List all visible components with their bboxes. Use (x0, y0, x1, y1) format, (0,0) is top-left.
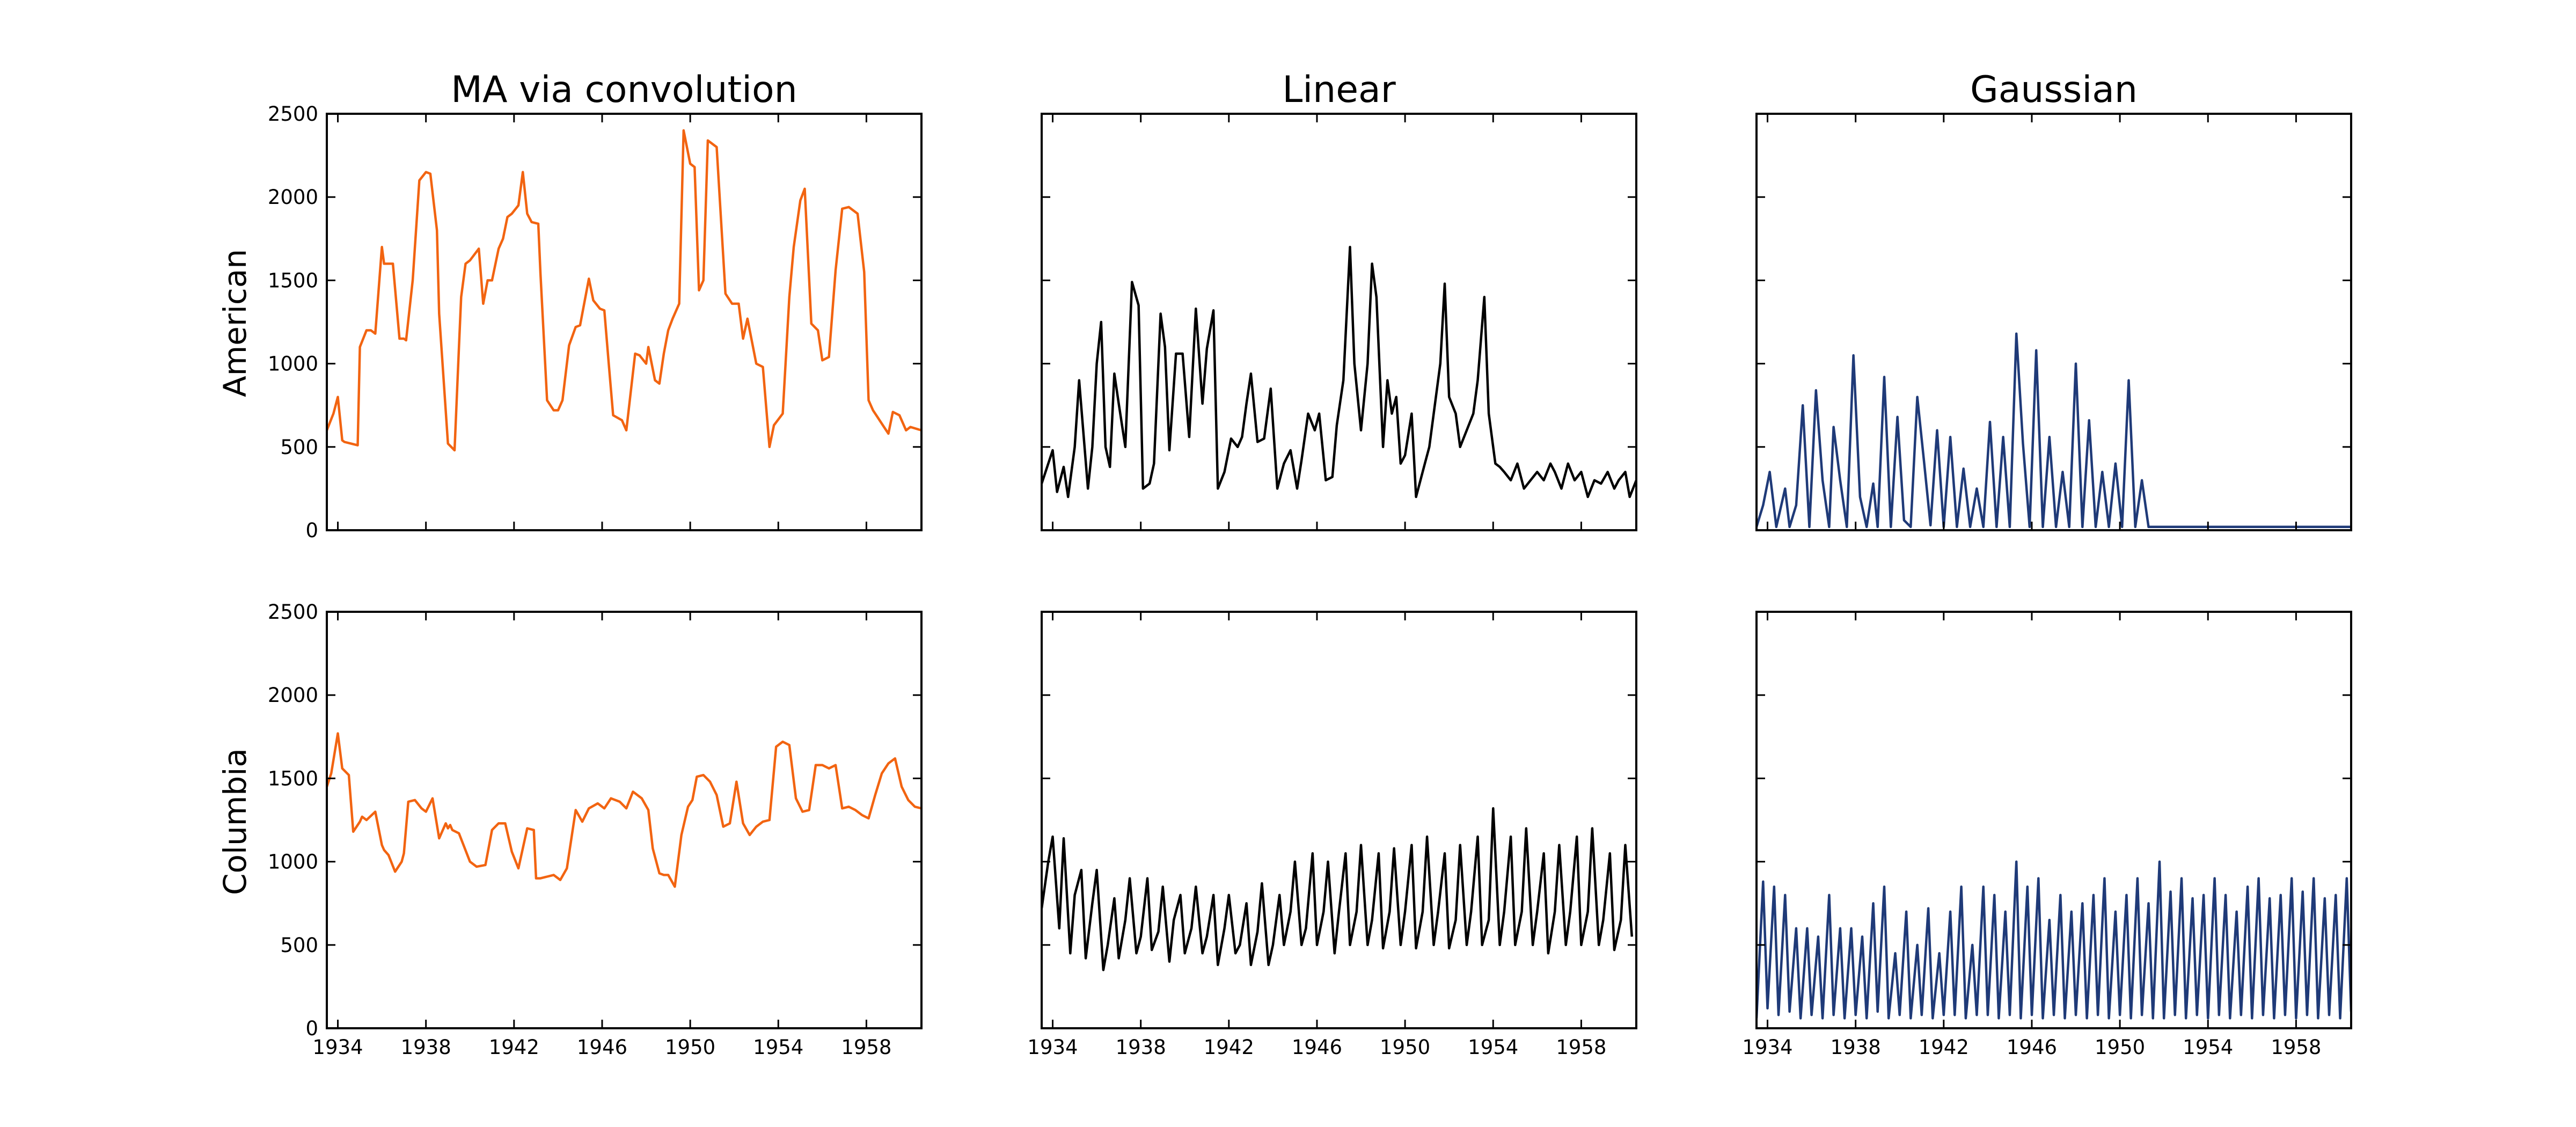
series-line (327, 732, 921, 888)
x-tick-label: 1942 (489, 1036, 539, 1059)
y-tick-label: 500 (280, 934, 318, 957)
axes-frame (1755, 113, 2352, 531)
y-tick-label: 2000 (268, 684, 318, 707)
y-tick-label: 500 (280, 436, 318, 459)
x-tick-label: 1934 (1027, 1036, 1078, 1059)
x-tick-label: 1950 (1380, 1036, 1430, 1059)
axes-frame (326, 611, 923, 1029)
axes-frame (1041, 113, 1637, 531)
x-tick-label: 1946 (1292, 1036, 1342, 1059)
x-tick-label: 1958 (841, 1036, 891, 1059)
axes-frame (1041, 611, 1637, 1029)
panel-columbia-ma-via-convolution: 0 500 1000 1500 2000 2500 1934 1938 1942 1946 1950… (268, 601, 923, 1059)
series-line (327, 129, 921, 452)
y-tick-label: 2500 (268, 103, 318, 126)
x-tick-label: 1954 (753, 1036, 803, 1059)
panel-american-gaussian (1755, 113, 2352, 531)
y-tick-label: 1500 (268, 767, 318, 790)
x-tick-label: 1934 (1742, 1036, 1792, 1059)
y-tick-label: 1000 (268, 851, 318, 874)
series-line (1757, 332, 2351, 529)
x-tick-label: 1950 (2095, 1036, 2145, 1059)
panel-american-ma-via-convolution: 0 500 1000 1500 2000 2500 (268, 103, 923, 542)
y-tick-label: 1000 (268, 353, 318, 376)
x-tick-label: 1950 (665, 1036, 715, 1059)
x-tick-label: 1946 (577, 1036, 627, 1059)
column-titles: MA via convolution Linear Gaussian (451, 69, 2138, 111)
y-tick-label: 2000 (268, 186, 318, 209)
y-tick-label: 0 (305, 519, 318, 542)
series-line (1757, 860, 2351, 1020)
x-tick-label: 1938 (1831, 1036, 1881, 1059)
x-tick-label: 1942 (1919, 1036, 1969, 1059)
column-title-linear: Linear (1282, 69, 1395, 111)
x-tick-label: 1938 (1116, 1036, 1166, 1059)
y-tick-label: 1500 (268, 269, 318, 292)
axes-frame (1755, 611, 2352, 1029)
panel-american-linear (1041, 113, 1637, 531)
subplot-grid: 0 500 1000 1500 2000 2500 0 500 1000 1500 2000 2500… (268, 103, 2352, 1059)
row-label-columbia: Columbia (217, 748, 253, 895)
y-tick-label: 2500 (268, 601, 318, 624)
y-tick-label: 0 (305, 1017, 318, 1040)
x-tick-label: 1942 (1204, 1036, 1254, 1059)
x-tick-label: 1934 (312, 1036, 363, 1059)
row-label-american: American (217, 249, 253, 397)
series-line (1042, 246, 1636, 499)
x-tick-label: 1946 (2007, 1036, 2057, 1059)
x-tick-label: 1938 (401, 1036, 451, 1059)
axes-frame (326, 113, 923, 531)
x-tick-label: 1954 (1468, 1036, 1518, 1059)
x-tick-label: 1958 (1556, 1036, 1606, 1059)
row-labels: American Columbia (217, 249, 253, 895)
panel-columbia-linear: 1934 1938 1942 1946 1950 1954 1958 (1027, 611, 1637, 1059)
series-line (1042, 807, 1634, 971)
x-tick-label: 1954 (2183, 1036, 2233, 1059)
column-title-gaussian: Gaussian (1970, 69, 2138, 111)
x-tick-label: 1958 (2271, 1036, 2321, 1059)
panel-columbia-gaussian: 1934 1938 1942 1946 1950 1954 1958 (1742, 611, 2352, 1059)
column-title-ma: MA via convolution (451, 69, 797, 111)
